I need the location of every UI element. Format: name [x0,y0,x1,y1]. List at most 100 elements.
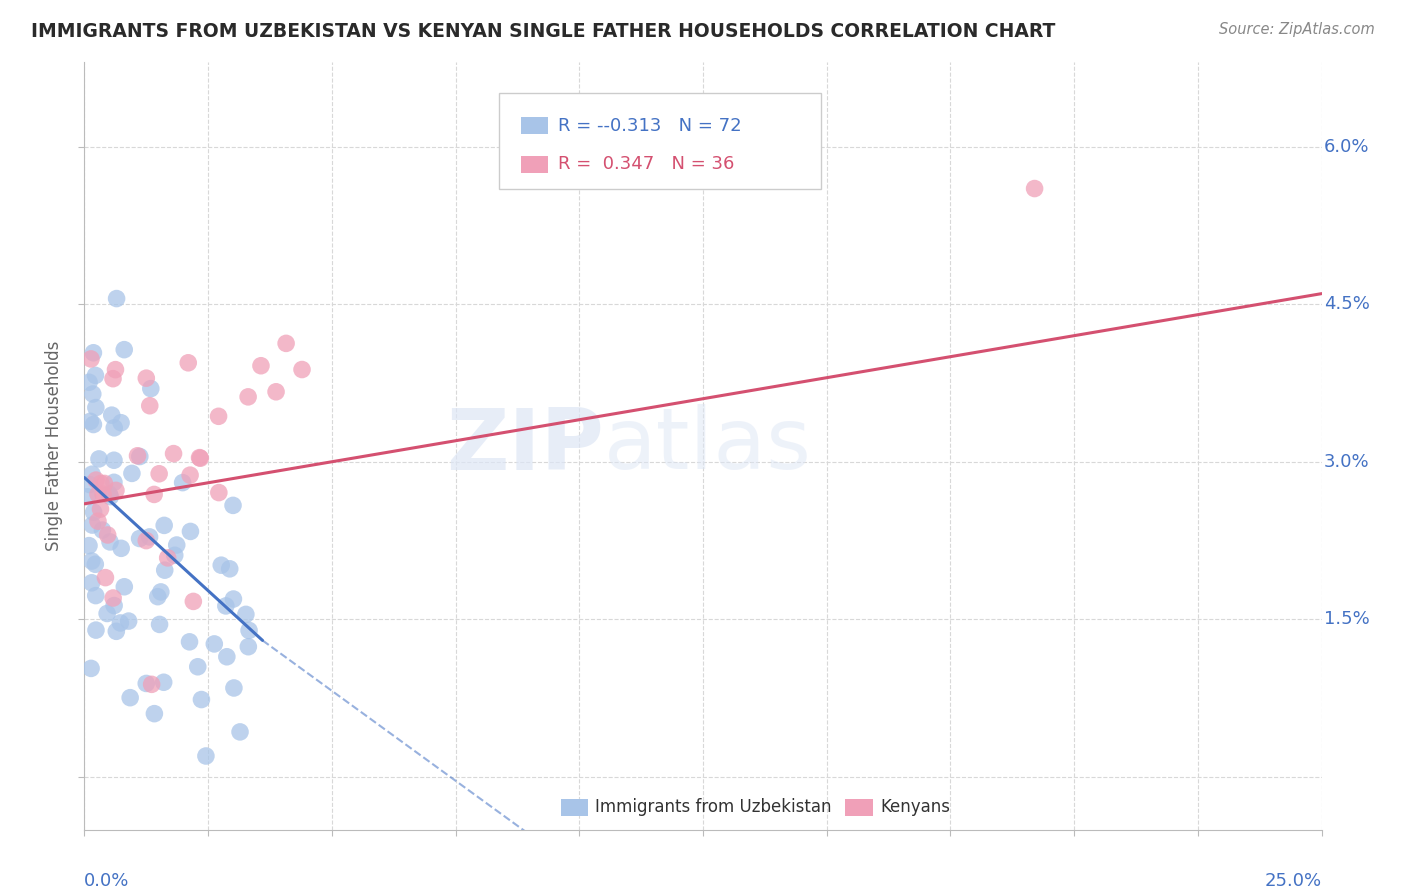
Point [80,467,103,482]
Point [156,550,179,565]
Bar [522,118,548,134]
Text: IMMIGRANTS FROM UZBEKISTAN VS KENYAN SINGLE FATHER HOUSEHOLDS CORRELATION CHART: IMMIGRANTS FROM UZBEKISTAN VS KENYAN SIN… [31,22,1056,41]
Point [148,467,170,481]
Point [110,541,132,556]
Point [82,518,104,533]
Point [103,453,125,467]
Point [215,649,238,664]
Point [91,523,114,537]
Point [190,692,212,706]
Text: 25.0%: 25.0% [1264,871,1322,889]
Point [110,416,132,430]
Point [274,336,297,351]
Point [76,490,98,504]
Point [103,421,125,435]
Text: atlas: atlas [605,404,813,488]
Point [215,599,238,613]
Point [218,562,240,576]
Point [77,539,100,553]
Point [79,477,101,491]
Point [236,390,259,404]
Point [202,637,225,651]
Point [84,401,107,415]
Text: Source: ZipAtlas.com: Source: ZipAtlas.com [1219,22,1375,37]
Point [93,476,115,491]
Point [166,538,188,552]
Point [135,371,157,385]
Point [209,558,232,573]
Point [96,607,118,621]
Point [105,292,128,306]
Point [89,502,111,516]
Text: Immigrants from Uzbekistan: Immigrants from Uzbekistan [595,798,832,816]
Bar [522,156,548,173]
Point [153,563,176,577]
Point [235,607,257,622]
FancyBboxPatch shape [499,93,821,189]
Point [87,514,110,528]
Point [120,690,142,705]
Point [117,614,139,628]
Text: 6.0%: 6.0% [1324,137,1369,155]
Text: ZIP: ZIP [446,404,605,488]
Point [146,590,169,604]
Point [139,399,162,413]
Point [162,447,184,461]
Point [238,624,260,638]
Point [84,473,107,487]
Point [121,467,143,481]
Y-axis label: Single Father Households: Single Father Households [45,341,63,551]
Point [187,659,209,673]
Point [100,490,122,504]
Point [208,485,231,500]
Point [229,725,252,739]
Point [94,571,117,585]
Point [103,599,125,613]
Point [98,535,121,549]
Point [98,487,121,501]
Point [188,450,211,465]
Point [127,449,149,463]
Point [1024,181,1046,195]
Point [135,676,157,690]
Point [101,591,124,605]
Text: 4.5%: 4.5% [1324,295,1369,313]
Point [82,417,104,432]
Text: 3.0%: 3.0% [1324,453,1369,471]
Bar [561,799,588,816]
Point [238,640,260,654]
Point [143,706,166,721]
Point [172,475,194,490]
Point [84,558,107,572]
Point [82,345,104,359]
Point [222,681,245,695]
Point [105,624,128,639]
Point [138,530,160,544]
Point [90,476,112,491]
Point [222,592,245,607]
Point [143,487,166,501]
Point [177,356,200,370]
Point [128,532,150,546]
Point [84,623,107,637]
Point [153,518,176,533]
Point [82,387,104,401]
Point [141,677,163,691]
Point [139,382,162,396]
Point [101,372,124,386]
Point [83,505,105,519]
Point [84,589,107,603]
Point [179,468,201,483]
Point [87,487,110,501]
Point [80,575,103,590]
Text: 0.0%: 0.0% [84,871,129,889]
Text: 1.5%: 1.5% [1324,610,1369,628]
Point [87,451,110,466]
Text: R = --0.313   N = 72: R = --0.313 N = 72 [558,117,742,135]
Point [80,554,103,568]
Point [84,368,107,383]
Point [207,409,229,424]
Point [91,487,114,501]
Point [179,635,201,649]
Text: R =  0.347   N = 36: R = 0.347 N = 36 [558,155,734,173]
